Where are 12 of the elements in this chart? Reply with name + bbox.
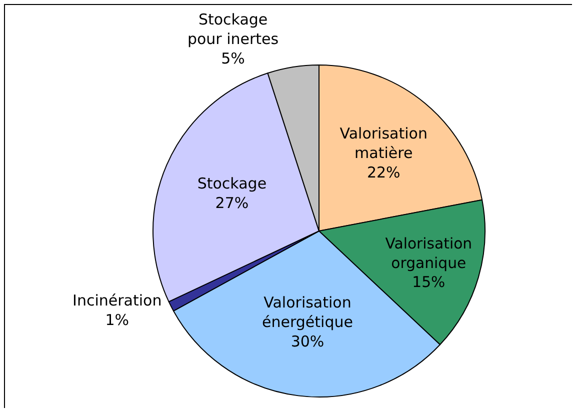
- slice-label: Valorisation matière: [340, 124, 428, 162]
- slice-label: Stockage pour inertes: [187, 10, 279, 48]
- slice-label: Valorisation organique: [385, 234, 472, 272]
- slice-label: Valorisation énergétique: [262, 294, 353, 332]
- data-label: 5%: [221, 50, 245, 68]
- data-label: 22%: [366, 163, 400, 182]
- data-label: 15%: [412, 273, 446, 292]
- slice-label: Stockage: [197, 174, 267, 193]
- slice-label: Incinération: [72, 291, 162, 310]
- data-label: 27%: [215, 194, 249, 212]
- data-label: 30%: [290, 332, 324, 351]
- data-label: 1%: [105, 310, 130, 329]
